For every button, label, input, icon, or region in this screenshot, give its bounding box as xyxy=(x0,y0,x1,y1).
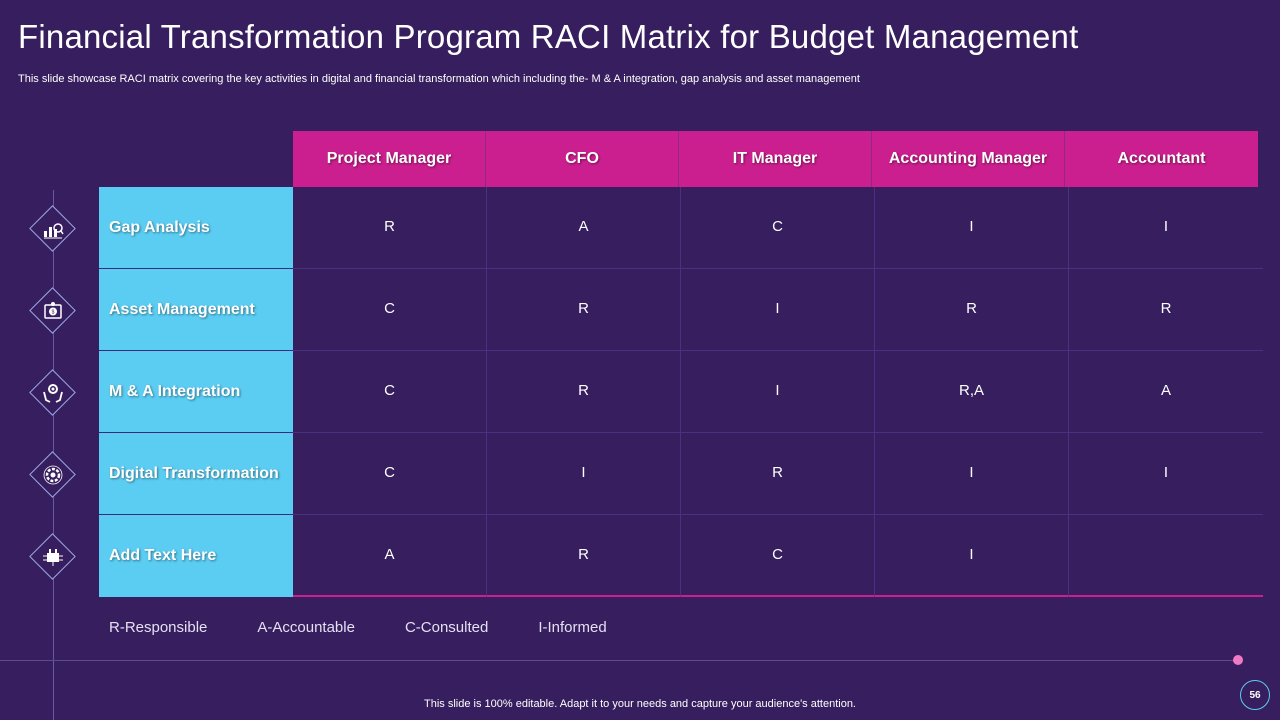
page-number: 56 xyxy=(1240,680,1270,710)
raci-cell: I xyxy=(1069,433,1263,515)
table-row: M & A Integration C R I R,A A xyxy=(99,351,1263,433)
row-label-m-a-integration: M & A Integration xyxy=(99,351,293,433)
row-label-gap-analysis: Gap Analysis xyxy=(99,187,293,269)
column-header-it-manager: IT Manager xyxy=(679,131,872,187)
raci-cell: I xyxy=(875,515,1069,597)
row-label-digital-transformation: Digital Transformation xyxy=(99,433,293,515)
factory-circuit-icon xyxy=(29,533,76,580)
raci-cell: R xyxy=(1069,269,1263,351)
money-gear-icon: $ xyxy=(29,287,76,334)
raci-cell: R xyxy=(875,269,1069,351)
accent-dot xyxy=(1233,655,1243,665)
analysis-chart-icon xyxy=(29,205,76,252)
raci-cell: R,A xyxy=(875,351,1069,433)
raci-cell: I xyxy=(1069,187,1263,269)
raci-cell xyxy=(1069,515,1263,597)
legend-item: A-Accountable xyxy=(257,619,355,636)
column-header-project-manager: Project Manager xyxy=(293,131,486,187)
footer-divider xyxy=(0,660,1238,661)
table-row: Asset Management C R I R R xyxy=(99,269,1263,351)
column-header-accounting-manager: Accounting Manager xyxy=(872,131,1065,187)
column-header-cfo: CFO xyxy=(486,131,679,187)
legend-item: C-Consulted xyxy=(404,619,489,636)
raci-cell: I xyxy=(875,433,1069,515)
raci-cell: A xyxy=(487,187,681,269)
raci-matrix: Project Manager CFO IT Manager Accountin… xyxy=(99,131,1263,597)
column-header-accountant: Accountant xyxy=(1065,131,1258,187)
row-label-add-text-here: Add Text Here xyxy=(99,515,293,597)
raci-cell: R xyxy=(487,269,681,351)
raci-cell: R xyxy=(681,433,875,515)
raci-cell: R xyxy=(293,187,487,269)
legend-item: R-Responsible xyxy=(109,619,208,636)
raci-cell: R xyxy=(487,351,681,433)
raci-cell: C xyxy=(293,351,487,433)
raci-cell: C xyxy=(681,515,875,597)
svg-text:$: $ xyxy=(52,310,55,316)
raci-cell: C xyxy=(293,269,487,351)
raci-cell: A xyxy=(293,515,487,597)
slide-title: Financial Transformation Program RACI Ma… xyxy=(18,18,1079,55)
raci-cell: R xyxy=(487,515,681,597)
hands-gear-icon xyxy=(29,369,76,416)
raci-cell: C xyxy=(681,187,875,269)
raci-cell: I xyxy=(875,187,1069,269)
raci-cell: I xyxy=(681,269,875,351)
table-row: Add Text Here A R C I xyxy=(99,515,1263,597)
legend-item: I-Informed xyxy=(538,619,607,636)
slide-subtitle: This slide showcase RACI matrix covering… xyxy=(18,73,860,85)
raci-cell: C xyxy=(293,433,487,515)
raci-cell: I xyxy=(487,433,681,515)
table-row: Digital Transformation C I R I I xyxy=(99,433,1263,515)
footer-note: This slide is 100% editable. Adapt it to… xyxy=(424,698,856,710)
raci-cell: A xyxy=(1069,351,1263,433)
digital-gear-icon xyxy=(29,451,76,498)
matrix-header: Project Manager CFO IT Manager Accountin… xyxy=(293,131,1263,187)
row-label-asset-management: Asset Management xyxy=(99,269,293,351)
raci-legend: R-Responsible A-Accountable C-Consulted … xyxy=(109,619,657,636)
raci-cell: I xyxy=(681,351,875,433)
table-row: Gap Analysis R A C I I xyxy=(99,187,1263,269)
